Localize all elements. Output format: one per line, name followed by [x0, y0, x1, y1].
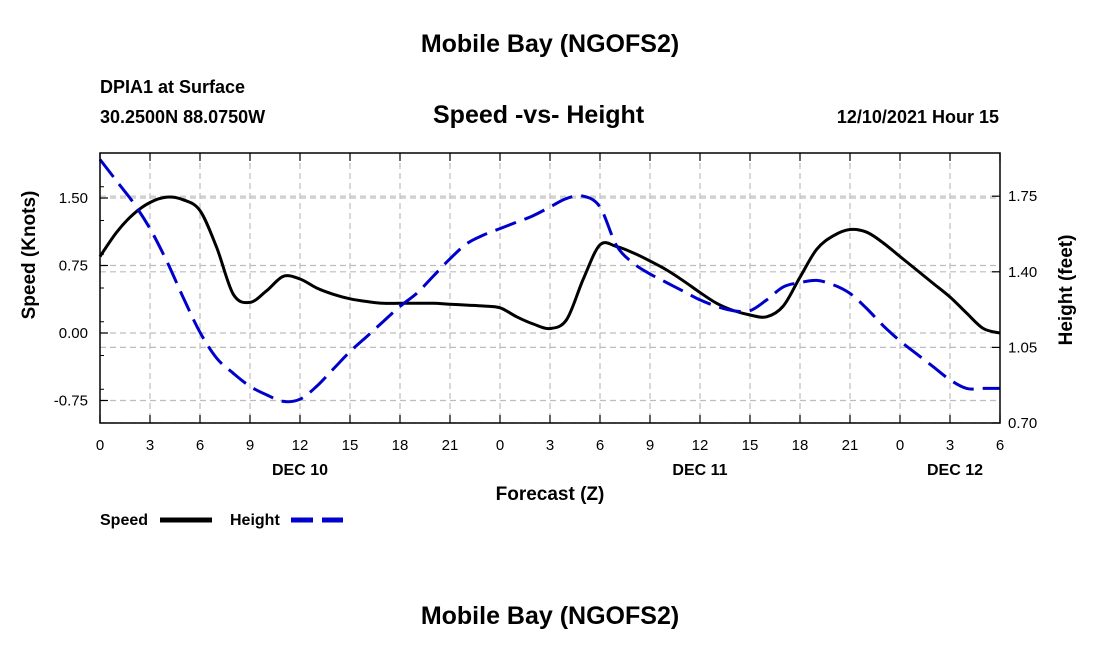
x-axis-label: Forecast (Z) — [496, 484, 605, 505]
y-right-tick-label: 1.05 — [1008, 339, 1037, 356]
x-tick-label: 3 — [946, 437, 954, 454]
x-tick-label: 0 — [496, 437, 504, 454]
forecast-timestamp: 12/10/2021 Hour 15 — [836, 107, 999, 127]
x-tick-label: 6 — [196, 437, 204, 454]
series-line-height — [98, 158, 1000, 404]
y-left-tick-label: 0.75 — [59, 258, 88, 275]
y-right-tick-label: 1.40 — [1008, 264, 1037, 281]
chart-title: Speed -vs- Height — [433, 101, 645, 129]
y-axis-label-left: Speed (Knots) — [19, 191, 40, 320]
y-right-tick-label: 0.70 — [1008, 415, 1037, 432]
y-axis-label-right: Height (feet) — [1056, 235, 1077, 346]
x-day-label: DEC 10 — [272, 462, 328, 479]
x-tick-label: 3 — [546, 437, 554, 454]
legend-label-height: Height — [230, 512, 280, 529]
x-tick-label: 3 — [146, 437, 154, 454]
series-layer — [98, 158, 1001, 404]
y-left-tick-label: 1.50 — [59, 190, 88, 207]
series-line-speed — [98, 195, 1001, 335]
y-right-tick-label: 1.75 — [1008, 188, 1037, 205]
x-day-label: DEC 12 — [927, 462, 983, 479]
legend-label-speed: Speed — [100, 512, 148, 529]
y-left-tick-label: 0.00 — [59, 325, 88, 342]
x-tick-label: 6 — [596, 437, 604, 454]
page-title-bottom: Mobile Bay (NGOFS2) — [420, 602, 680, 630]
x-tick-label: 12 — [692, 437, 709, 454]
x-tick-label: 0 — [96, 437, 104, 454]
x-tick-label: 9 — [646, 437, 654, 454]
x-tick-label: 0 — [896, 437, 904, 454]
y-left-tick-label: -0.75 — [54, 393, 88, 410]
station-name: DPIA1 at Surface — [100, 77, 246, 97]
x-tick-label: 21 — [442, 437, 459, 454]
legend: Speed Height — [100, 512, 343, 529]
page-title-top: Mobile Bay (NGOFS2) — [420, 30, 680, 58]
station-coords: 30.2500N 88.0750W — [100, 107, 266, 127]
x-day-label: DEC 11 — [672, 462, 727, 479]
x-tick-label: 15 — [342, 437, 359, 454]
x-tick-label: 15 — [742, 437, 759, 454]
x-tick-label: 12 — [292, 437, 309, 454]
grid — [100, 153, 1000, 424]
x-tick-label: 18 — [792, 437, 809, 454]
axes: 0 3 6 9 12 15 18 21 0 3 6 9 12 15 18 21 0 3 6 DEC 10 DEC 11 D… — [54, 152, 1037, 479]
x-tick-label: 18 — [392, 437, 409, 454]
x-tick-label: 9 — [246, 437, 254, 454]
x-tick-label: 6 — [996, 437, 1004, 454]
x-tick-label: 21 — [842, 437, 859, 454]
